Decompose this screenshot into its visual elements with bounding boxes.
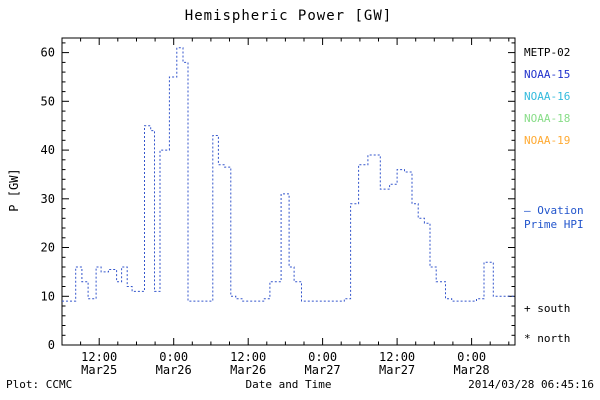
- svg-text:Mar26: Mar26: [230, 363, 266, 377]
- chart-title: Hemispheric Power [GW]: [184, 8, 393, 24]
- svg-text:Mar27: Mar27: [305, 363, 341, 377]
- ovation-line-1: – Ovation: [524, 204, 584, 217]
- x-axis-label: Date and Time: [245, 378, 332, 391]
- legend-item-noaa15: NOAA-15: [524, 68, 571, 81]
- svg-text:Mar25: Mar25: [81, 363, 117, 377]
- svg-text:12:00: 12:00: [81, 350, 117, 364]
- svg-text:0:00: 0:00: [159, 350, 188, 364]
- north-marker-label: * north: [524, 332, 571, 345]
- svg-text:Mar26: Mar26: [156, 363, 192, 377]
- svg-text:0:00: 0:00: [457, 350, 486, 364]
- svg-text:12:00: 12:00: [230, 350, 266, 364]
- legend-item-noaa18: NOAA-18: [524, 112, 571, 125]
- svg-text:50: 50: [41, 94, 55, 108]
- svg-text:60: 60: [41, 46, 55, 60]
- svg-text:40: 40: [41, 143, 55, 157]
- svg-text:Mar27: Mar27: [379, 363, 415, 377]
- svg-text:30: 30: [41, 192, 55, 206]
- svg-text:12:00: 12:00: [379, 350, 415, 364]
- legend-item-metp02: METP-02: [524, 46, 571, 59]
- legend-item-noaa16: NOAA-16: [524, 90, 571, 103]
- svg-text:10: 10: [41, 289, 55, 303]
- svg-text:0: 0: [48, 338, 55, 352]
- plot-source-label: Plot: CCMC: [6, 378, 73, 391]
- ovation-prime-hpi-label: – Ovation Prime HPI: [524, 204, 598, 232]
- south-marker-label: + south: [524, 302, 571, 315]
- ovation-line-2: Prime HPI: [524, 218, 584, 231]
- svg-text:Mar28: Mar28: [454, 363, 490, 377]
- legend-item-noaa19: NOAA-19: [524, 134, 571, 147]
- svg-text:0:00: 0:00: [308, 350, 337, 364]
- svg-text:20: 20: [41, 241, 55, 255]
- timestamp-label: 2014/03/28 06:45:16: [468, 378, 594, 391]
